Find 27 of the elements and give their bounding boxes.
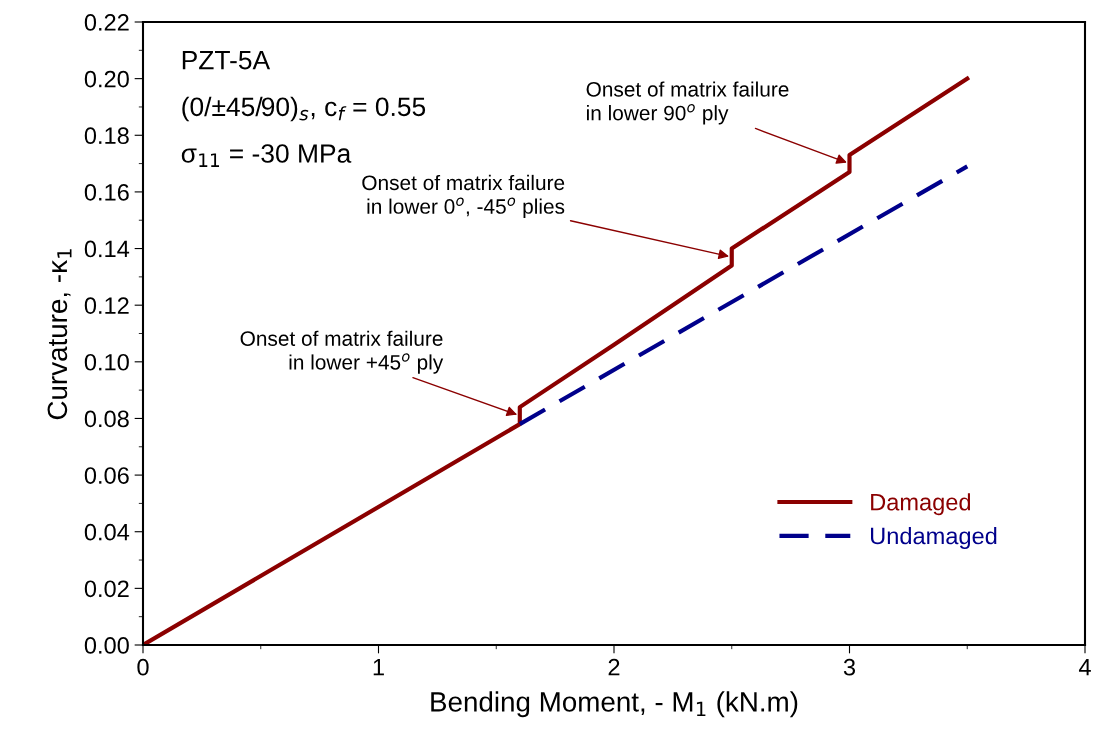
y-tick-label: 0.22 bbox=[84, 14, 129, 31]
y-axis-title: Curvature, -κ$_{1}$ bbox=[47, 249, 72, 420]
y-tick-label: 0.18 bbox=[84, 127, 129, 145]
annotation: PZT-5A bbox=[182, 51, 271, 70]
annotation: Onset of matrix failure in lower 0$^{o}$, -45$^{o}$ plies bbox=[362, 174, 565, 218]
x-tick-label: 0 bbox=[137, 658, 149, 676]
y-tick-label: 0.10 bbox=[84, 353, 129, 371]
x-tick-label: 3 bbox=[843, 658, 856, 676]
x-tick-label: 1 bbox=[373, 659, 384, 676]
x-tick-label: 4 bbox=[1078, 659, 1091, 676]
y-tick-label: 0.16 bbox=[84, 183, 129, 201]
y-tick-label: 0.08 bbox=[84, 410, 129, 428]
y-tick-label: 0.20 bbox=[84, 70, 129, 88]
x-axis-title: Bending Moment, - M$_{1}$ (kN.m) bbox=[431, 691, 798, 718]
annotation: Onset of matrix failure in lower 90$^{o}$ ply bbox=[586, 81, 789, 125]
y-tick-label: 0.12 bbox=[84, 297, 129, 314]
legend-label: Damaged bbox=[871, 493, 971, 516]
annotation: σ$_{11}$ = -30 MPa bbox=[181, 144, 352, 167]
y-tick-label: 0.06 bbox=[84, 467, 129, 484]
y-tick-label: 0.14 bbox=[84, 240, 130, 258]
legend-label: Undamaged bbox=[871, 526, 997, 549]
y-tick-label: 0.04 bbox=[84, 523, 130, 541]
annotation: (0/±45/90)$_{s}$, c$_{f}$ = 0.55 bbox=[182, 96, 426, 122]
annotation: Onset of matrix failure in lower +45$^{o}$ ply bbox=[240, 330, 444, 374]
y-tick-label: 0.02 bbox=[84, 580, 129, 598]
x-tick-label: 2 bbox=[608, 658, 620, 676]
y-tick-label: 0.00 bbox=[84, 637, 129, 654]
